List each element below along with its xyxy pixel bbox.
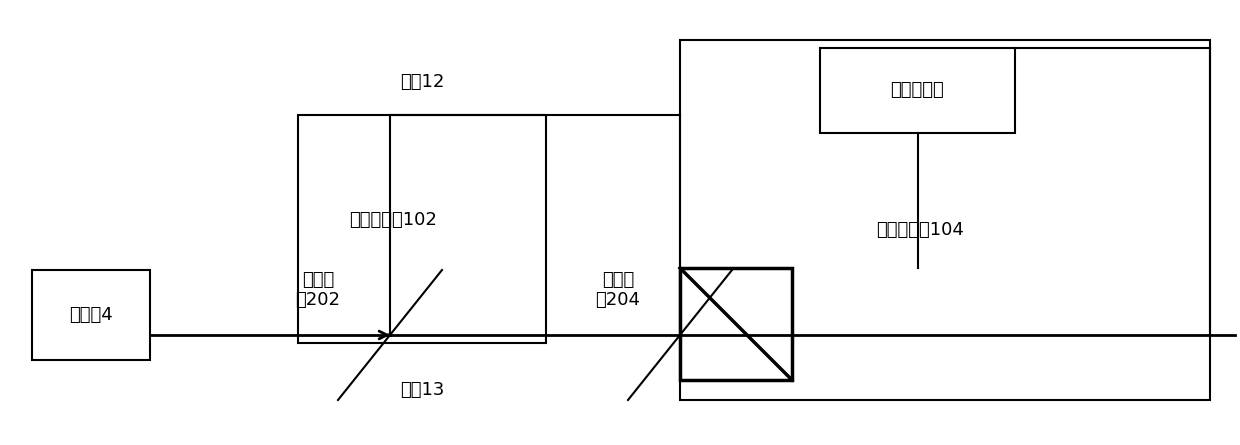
- Text: 光路13: 光路13: [399, 381, 444, 399]
- Text: 合束单
元204: 合束单 元204: [595, 271, 641, 309]
- Bar: [680, 40, 1210, 400]
- Text: 第一干涉仪102: 第一干涉仪102: [350, 211, 436, 229]
- Bar: [32, 270, 150, 360]
- Bar: [820, 48, 1016, 133]
- Bar: [680, 268, 792, 380]
- Text: 光信号4: 光信号4: [69, 306, 113, 324]
- Text: 分束单
元202: 分束单 元202: [295, 271, 341, 309]
- Text: 相位调制器: 相位调制器: [890, 81, 944, 99]
- Bar: [298, 115, 546, 343]
- Text: 光路12: 光路12: [399, 73, 444, 91]
- Text: 第二干涉仪104: 第二干涉仪104: [877, 221, 963, 239]
